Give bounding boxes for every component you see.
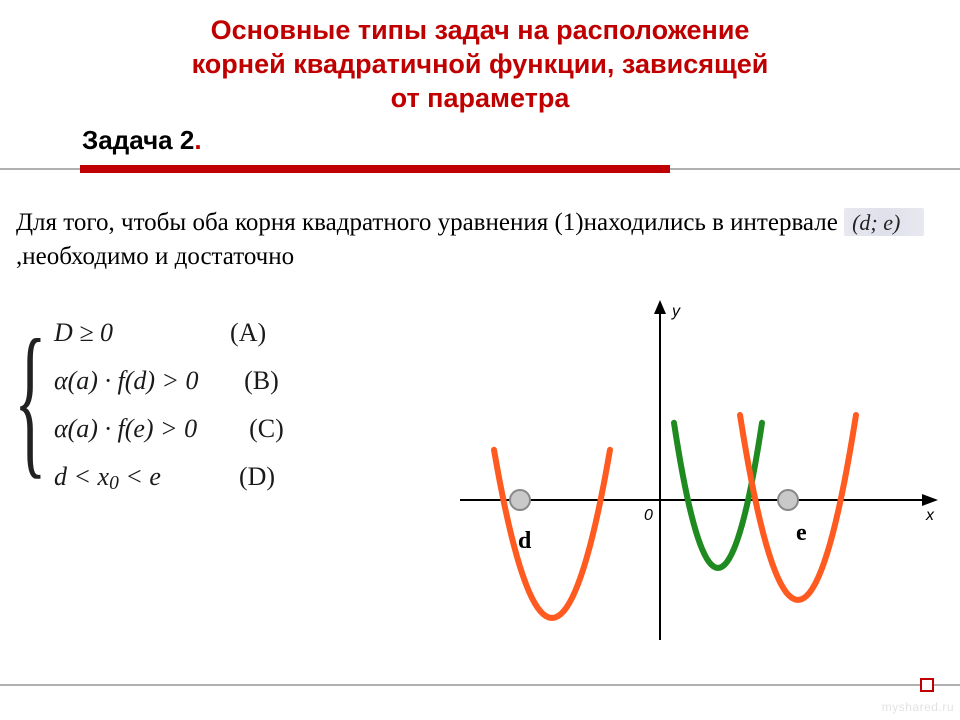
cond-a-expr: D ≥ 0: [54, 318, 113, 347]
body-before-interval: Для того, чтобы оба корня квадратного ур…: [16, 209, 844, 236]
footer-rule: [0, 684, 960, 686]
footer-square-icon: [920, 678, 934, 692]
cond-d-sub: 0: [109, 473, 119, 494]
body-after-interval: ,необходимо и достаточно: [16, 243, 294, 270]
svg-text:у: у: [671, 303, 681, 320]
conditions-system: { D ≥ 0 (A) α(a) · f(d) > 0 (B) α(a) · f…: [24, 318, 284, 513]
task-subtitle: Задача 2.: [82, 125, 960, 156]
page-title: Основные типы задач на расположение корн…: [0, 0, 960, 115]
title-line-2: корней квадратичной функции, зависящей: [0, 48, 960, 82]
watermark: myshared.ru: [882, 700, 954, 714]
parabola-chart: х у 0 d e: [460, 300, 940, 640]
cond-b-expr: α(a) · f(d) > 0: [54, 366, 199, 395]
svg-text:e: e: [796, 520, 807, 546]
interval-image: [844, 208, 924, 236]
cond-c-tag: (C): [249, 414, 284, 444]
cond-c-expr: α(a) · f(e) > 0: [54, 414, 197, 443]
cond-d-pre: d < x: [54, 462, 109, 491]
body-text: Для того, чтобы оба корня квадратного ур…: [16, 206, 950, 274]
rule-thick: [80, 165, 670, 173]
condition-d: d < x0 < e (D): [24, 462, 284, 495]
cond-d-tag: (D): [239, 462, 275, 492]
condition-a: D ≥ 0 (A): [24, 318, 284, 348]
svg-text:х: х: [925, 507, 935, 524]
svg-text:d: d: [518, 528, 532, 554]
cond-a-tag: (A): [230, 318, 266, 348]
subtitle-dot: .: [194, 125, 201, 155]
svg-text:0: 0: [644, 507, 653, 524]
condition-b: α(a) · f(d) > 0 (B): [24, 366, 284, 396]
title-line-3: от параметра: [0, 82, 960, 116]
header-rule: [0, 160, 960, 182]
subtitle-text: Задача 2: [82, 125, 194, 155]
cond-d-post: < e: [119, 462, 161, 491]
cond-b-tag: (B): [244, 366, 279, 396]
condition-c: α(a) · f(e) > 0 (C): [24, 414, 284, 444]
title-line-1: Основные типы задач на расположение: [0, 14, 960, 48]
left-brace: {: [14, 314, 47, 484]
